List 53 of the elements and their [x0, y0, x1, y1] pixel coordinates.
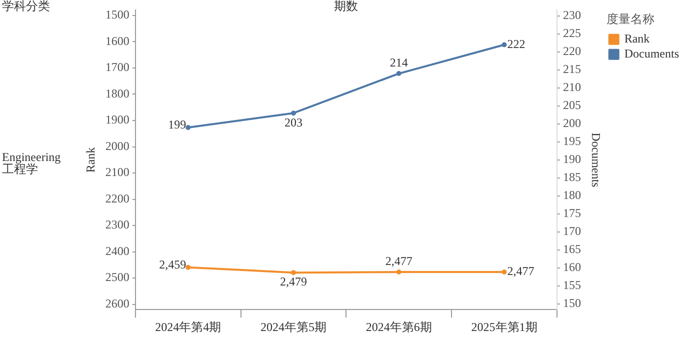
y2-tick-label: 190 [562, 152, 581, 166]
y2-tick-label: 200 [562, 116, 581, 130]
point [502, 42, 507, 48]
point [186, 125, 191, 130]
data-label: 214 [390, 56, 408, 70]
y2-tick-label: 165 [562, 242, 581, 256]
y-tick-label: 1900 [105, 112, 130, 127]
y2-axis-title: Documents [588, 132, 603, 188]
legend-label: Documents [624, 46, 680, 61]
y2-tick-label: 160 [562, 260, 581, 274]
legend-title: 度量名称 [606, 12, 654, 26]
y-tick-label: 2100 [105, 165, 130, 180]
x-axis-title: 期数 [334, 0, 358, 14]
y2-tick-label: 230 [562, 8, 581, 22]
y-axis-title: Rank [83, 147, 98, 173]
y-tick-label: 1500 [105, 8, 130, 22]
x-tick-label: 2025年第1期 [471, 320, 538, 334]
data-label: 222 [507, 36, 526, 51]
text: 学科分类 [2, 0, 50, 14]
data-label: 2,477 [507, 264, 534, 278]
y2-tick-label: 150 [562, 296, 581, 310]
x-tick-label: 2024年第6期 [366, 320, 432, 334]
legend-label: Rank [624, 32, 650, 46]
y-tick-label: 2000 [105, 138, 130, 153]
y-tick-label: 2200 [105, 191, 130, 206]
y-tick-label: 1600 [105, 34, 130, 48]
y-tick-label: 1800 [105, 86, 130, 100]
data-label: 2,459 [159, 257, 186, 272]
x-tick-label: 2024年第4期 [155, 320, 222, 334]
y2-tick-label: 225 [562, 26, 581, 40]
data-label: 2,479 [280, 274, 307, 289]
y-tick-label: 1700 [105, 60, 130, 74]
y2-tick-label: 220 [562, 44, 581, 58]
y2-tick-label: 205 [562, 98, 581, 112]
y2-tick-label: 170 [562, 224, 581, 238]
y2-tick-label: 180 [562, 188, 581, 202]
y2-tick-label: 155 [562, 278, 581, 292]
y2-tick-label: 185 [562, 170, 581, 184]
y2-tick-label: 215 [562, 62, 581, 76]
y-tick-label: 2600 [105, 296, 130, 311]
y-tick-label: 2500 [105, 270, 130, 284]
point [396, 71, 402, 76]
y-tick-label: 2400 [105, 244, 130, 258]
point [290, 110, 296, 116]
y2-tick-label: 175 [562, 206, 581, 220]
y2-tick-label: 195 [562, 134, 581, 148]
text: Engineering 工程学 [2, 150, 61, 176]
y2-tick-label: 210 [562, 80, 581, 94]
data-label: 2,477 [385, 254, 412, 268]
y-tick-label: 2300 [105, 218, 130, 232]
x-tick-label: 2024年第5期 [260, 320, 326, 334]
data-label: 203 [284, 115, 302, 130]
data-label: 199 [168, 118, 186, 132]
